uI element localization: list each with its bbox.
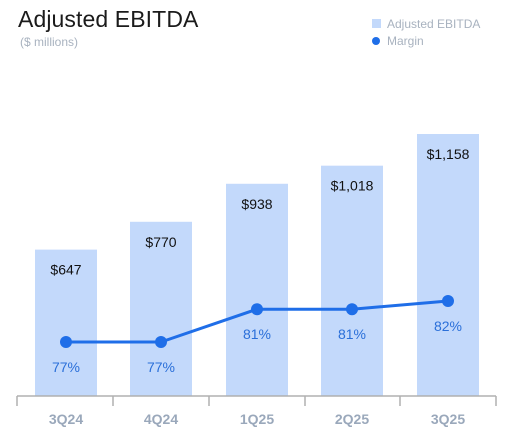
margin-point	[251, 303, 263, 316]
bar-3q25	[417, 134, 479, 396]
legend: Adjusted EBITDA Margin	[372, 15, 480, 49]
bar-value-label: $647	[50, 262, 81, 278]
bar-2q25	[321, 165, 383, 396]
margin-value-label: 81%	[243, 326, 271, 342]
x-tick-label: 4Q24	[144, 411, 178, 427]
bar-4q24	[130, 221, 192, 396]
margin-point	[155, 336, 167, 348]
legend-item-margin: Margin	[372, 32, 480, 49]
chart-title: Adjusted EBITDA	[18, 6, 199, 32]
x-tick-label: 2Q25	[335, 411, 369, 427]
margin-value-label: 81%	[338, 326, 366, 342]
margin-point	[346, 303, 358, 316]
bar-value-label: $1,158	[427, 146, 470, 162]
bar-1q25	[226, 183, 288, 396]
legend-bar-label: Adjusted EBITDA	[387, 16, 481, 31]
x-tick-label: 1Q25	[240, 411, 274, 427]
margin-value-label: 77%	[52, 359, 80, 375]
bar-value-label: $1,018	[331, 178, 374, 194]
bar-value-label: $770	[145, 234, 176, 250]
margin-point	[442, 295, 454, 307]
chart-subtitle: ($ millions)	[20, 35, 79, 49]
margin-value-label: 77%	[147, 359, 175, 375]
x-tick-label: 3Q24	[49, 411, 83, 427]
legend-line-label: Margin	[387, 33, 424, 48]
margin-point	[60, 336, 72, 348]
legend-line-swatch	[372, 36, 380, 45]
margin-value-label: 82%	[434, 318, 462, 334]
legend-item-adjusted-ebitda: Adjusted EBITDA	[372, 15, 480, 32]
legend-bar-swatch	[372, 19, 381, 28]
x-tick-label: 3Q25	[431, 411, 465, 427]
bar-3q24	[35, 249, 97, 396]
bar-value-label: $938	[241, 196, 272, 212]
